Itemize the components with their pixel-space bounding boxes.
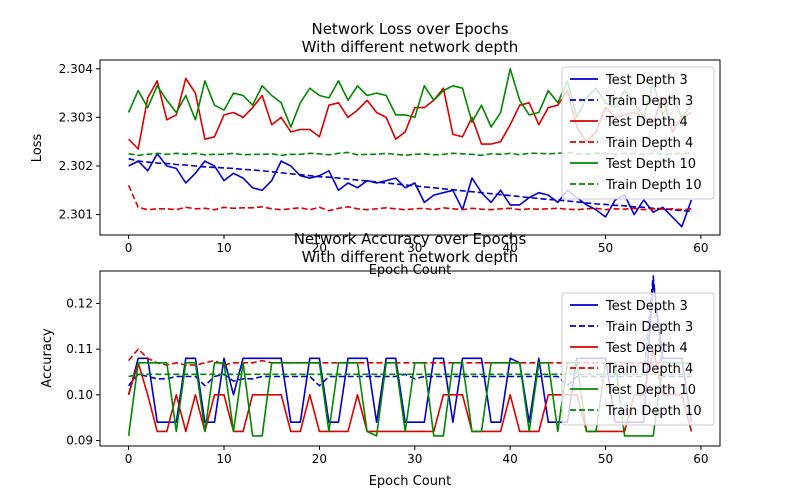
loss-legend-label: Train Depth 10 xyxy=(605,178,702,193)
loss-legend-label: Train Depth 4 xyxy=(605,136,693,151)
loss-x-tick-label: 60 xyxy=(693,241,708,255)
accuracy-chart-x-axis-label: Epoch Count xyxy=(369,474,452,489)
loss-x-tick-label: 50 xyxy=(598,241,613,255)
accuracy-y-tick-label: 0.11 xyxy=(66,342,93,356)
accuracy-plot-frame xyxy=(99,270,721,447)
loss-legend-label: Test Depth 10 xyxy=(605,157,696,172)
accuracy-series-line-test-depth-4 xyxy=(127,348,693,433)
loss-chart-panel: 0 10 20 30 40 50 60 2.301 2.302 2.303 2.304 Test De… xyxy=(30,20,721,278)
accuracy-legend-label: Test Depth 4 xyxy=(605,341,688,356)
loss-series-group xyxy=(127,68,693,228)
accuracy-series-line-train-depth-3 xyxy=(127,275,692,387)
loss-y-tick-label: 2.302 xyxy=(59,159,93,173)
accuracy-chart-title: Network Accuracy over Epochs xyxy=(294,230,527,248)
accuracy-x-tick-label: 40 xyxy=(503,452,518,466)
accuracy-legend: Test Depth 3 Train Depth 3 Test Depth 4 Tra… xyxy=(561,292,715,426)
loss-y-tick-label: 2.304 xyxy=(59,62,93,76)
accuracy-chart-panel: 0 10 20 30 40 50 60 0.09 0.10 0.11 0.12 Test Depth … xyxy=(40,230,721,489)
accuracy-x-tick-label: 0 xyxy=(125,452,133,466)
accuracy-x-tick-label: 30 xyxy=(407,452,422,466)
accuracy-chart-y-axis-label: Accuracy xyxy=(40,328,55,388)
loss-plot-frame xyxy=(99,59,721,236)
loss-x-tick-label: 10 xyxy=(216,241,231,255)
accuracy-x-tick-label: 60 xyxy=(693,452,708,466)
loss-series-line-train-depth-3 xyxy=(128,157,692,212)
loss-series-line-train-depth-4 xyxy=(127,185,692,212)
accuracy-x-tick-label: 50 xyxy=(598,452,613,466)
loss-legend: Test Depth 3 Train Depth 3 Test Depth 4 Tra… xyxy=(561,66,715,200)
accuracy-legend-label: Test Depth 10 xyxy=(605,383,696,398)
accuracy-legend-box xyxy=(561,292,715,426)
loss-legend-box xyxy=(561,66,715,200)
loss-y-tick-label: 2.303 xyxy=(59,110,93,124)
accuracy-y-tick-label: 0.10 xyxy=(66,388,93,402)
accuracy-legend-label: Test Depth 3 xyxy=(605,299,688,314)
loss-chart-title: Network Loss over Epochs xyxy=(311,20,508,38)
accuracy-y-tick-label: 0.12 xyxy=(66,296,93,310)
accuracy-legend-label: Train Depth 10 xyxy=(605,404,702,419)
loss-x-tick-label: 0 xyxy=(125,241,133,255)
loss-x-tick-label: 40 xyxy=(503,241,518,255)
accuracy-chart-subtitle: With different network depth xyxy=(302,248,519,266)
accuracy-legend-label: Train Depth 4 xyxy=(605,362,693,377)
accuracy-x-tick-label: 10 xyxy=(216,452,231,466)
loss-legend-label: Test Depth 4 xyxy=(605,115,688,130)
loss-legend-label: Train Depth 3 xyxy=(605,94,693,109)
loss-x-tick-label: 20 xyxy=(312,241,327,255)
loss-y-tick-label: 2.301 xyxy=(59,208,93,222)
loss-legend-label: Test Depth 3 xyxy=(605,73,688,88)
loss-x-tick-label: 30 xyxy=(407,241,422,255)
accuracy-y-tick-label: 0.09 xyxy=(66,434,93,448)
loss-chart-subtitle: With different network depth xyxy=(302,38,519,56)
loss-chart-y-axis-label: Loss xyxy=(30,134,45,163)
accuracy-legend-label: Train Depth 3 xyxy=(605,320,693,335)
accuracy-x-tick-label: 20 xyxy=(312,452,327,466)
